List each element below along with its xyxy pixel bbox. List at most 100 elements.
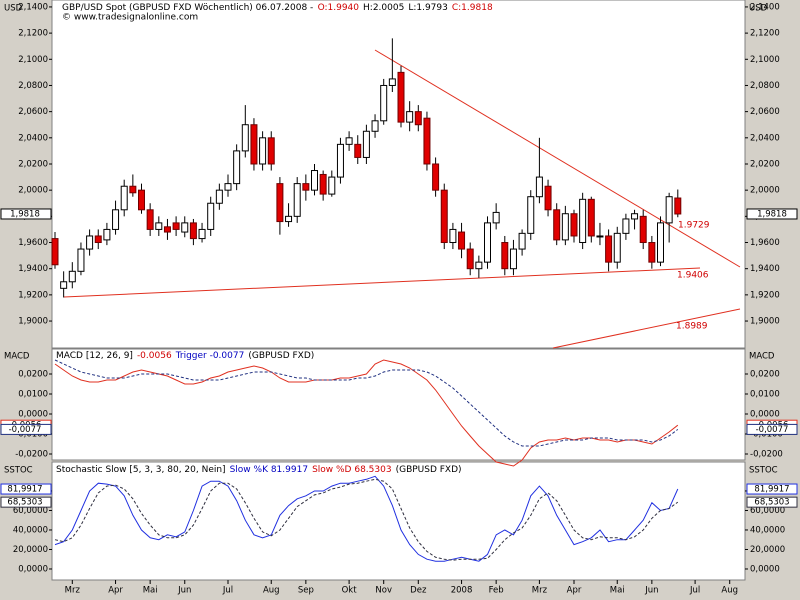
- candle-body: [250, 124, 258, 165]
- candle-body: [648, 242, 656, 263]
- y-tick-label: 0,0200: [18, 370, 48, 380]
- last-value-label: 81,9917: [7, 485, 42, 495]
- axis-label: MACD: [4, 352, 30, 362]
- candle-body: [631, 213, 639, 220]
- panel-heading: Stochastic Slow [5, 3, 3, 80, 20, Nein] S…: [56, 465, 462, 475]
- candle-body: [388, 78, 396, 86]
- heading-part: Slow %D 68.5303: [312, 465, 392, 475]
- ohlc-label: L:1.9793: [408, 3, 448, 13]
- y-tick-label: 1,9000: [750, 317, 780, 327]
- y-tick-label: 60,0000: [750, 506, 785, 516]
- heading-part: MACD [12, 26, 9]: [56, 351, 133, 361]
- candle-body: [328, 176, 336, 195]
- y-tick-label: 20,0000: [13, 545, 48, 555]
- candle-body: [241, 124, 249, 152]
- candle-body: [362, 130, 370, 158]
- last-value-label: -0,0077: [756, 425, 789, 435]
- annotation: 1.8989: [676, 322, 708, 332]
- candle-body: [51, 238, 59, 266]
- x-tick-label: Jul: [689, 586, 700, 596]
- x-tick-label: Nov: [375, 586, 392, 596]
- last-value-box: [0, 423, 52, 435]
- candle-body: [146, 209, 154, 230]
- candle-body: [492, 211, 500, 224]
- y-tick-label: -0,0200: [750, 450, 783, 460]
- candle-body: [345, 137, 353, 145]
- y-tick-label: 40,0000: [13, 525, 48, 535]
- y-tick-label: 2,0800: [750, 81, 780, 91]
- y-tick-label: 2,0600: [750, 107, 780, 117]
- candle-body: [596, 235, 604, 238]
- last-value-label: -0,0077: [9, 425, 42, 435]
- candle-body: [544, 185, 552, 211]
- x-tick-label: Mrz: [65, 586, 81, 596]
- candle-body: [302, 183, 310, 191]
- last-value-label: 68,5303: [7, 498, 42, 508]
- candle-body: [181, 222, 189, 233]
- candle-body: [613, 232, 621, 263]
- candle-body: [509, 248, 517, 270]
- title-text: GBP/USD Spot (GBPUSD FXD Wöchentlich) 06…: [62, 3, 314, 13]
- last-value-box: [746, 423, 798, 435]
- candle-body: [466, 248, 474, 270]
- heading-part: (GBPUSD FXD): [396, 465, 462, 475]
- axis-label: USD: [749, 4, 768, 14]
- price-panel: [51, 0, 746, 349]
- candle-body: [475, 261, 483, 270]
- copyright: © www.tradesignalonline.com: [62, 13, 198, 23]
- candle-body: [605, 235, 613, 263]
- y-tick-label: 0,0000: [750, 410, 780, 420]
- last-value-box: [0, 208, 52, 220]
- x-tick-label: Feb: [489, 586, 504, 596]
- candle-body: [172, 222, 180, 230]
- last-value-label: 1,9818: [10, 209, 40, 219]
- x-tick-label: Jun: [644, 586, 658, 596]
- candle-body: [285, 215, 293, 223]
- last-value-box: [0, 483, 52, 495]
- y-tick-label: 2,0200: [18, 159, 48, 169]
- heading-part: Trigger -0.0077: [175, 351, 245, 361]
- candle-body: [397, 71, 405, 123]
- candle-body: [129, 185, 137, 194]
- candle-body: [501, 242, 509, 270]
- candle-body: [207, 202, 215, 230]
- x-tick-label: 2008: [451, 586, 473, 596]
- resistance-line: [374, 49, 741, 268]
- last-value-box: [0, 496, 52, 508]
- candle-body: [518, 232, 526, 250]
- y-tick-label: 0,0000: [18, 410, 48, 420]
- candle-body: [674, 197, 682, 215]
- candle-body: [579, 198, 587, 244]
- y-tick-label: -0,0200: [15, 450, 48, 460]
- candle-body: [535, 176, 543, 198]
- candle-body: [60, 281, 68, 289]
- x-tick-label: Mai: [610, 586, 625, 596]
- candle-body: [458, 231, 466, 250]
- axis-label: SSTOC: [749, 466, 778, 476]
- axis-label: USD: [4, 4, 23, 14]
- axis-label: SSTOC: [4, 466, 33, 476]
- x-tick-label: Okt: [342, 586, 358, 596]
- candle-body: [94, 235, 102, 244]
- candle-body: [224, 183, 232, 191]
- last-value-label: 81,9917: [754, 485, 789, 495]
- x-tick-label: Dez: [410, 586, 427, 596]
- y-tick-label: 1,9600: [750, 238, 780, 248]
- candle-body: [163, 226, 171, 233]
- y-tick-label: 40,0000: [750, 525, 785, 535]
- candle-body: [414, 111, 422, 126]
- y-tick-label: 2,1200: [18, 29, 48, 39]
- y-tick-label: 2,1000: [18, 55, 48, 65]
- last-value-label: 1,9818: [757, 209, 787, 219]
- x-tick-label: Mai: [143, 586, 158, 596]
- last-value-box: [746, 483, 798, 495]
- series-line: [54, 478, 679, 561]
- candle-body: [440, 189, 448, 244]
- candle-body: [423, 117, 431, 165]
- x-tick-label: Mrz: [532, 586, 548, 596]
- candle-body: [267, 137, 275, 165]
- heading-part: Slow %K 81.9917: [230, 465, 308, 475]
- y-tick-label: 0,0100: [18, 390, 48, 400]
- candle-body: [657, 222, 664, 263]
